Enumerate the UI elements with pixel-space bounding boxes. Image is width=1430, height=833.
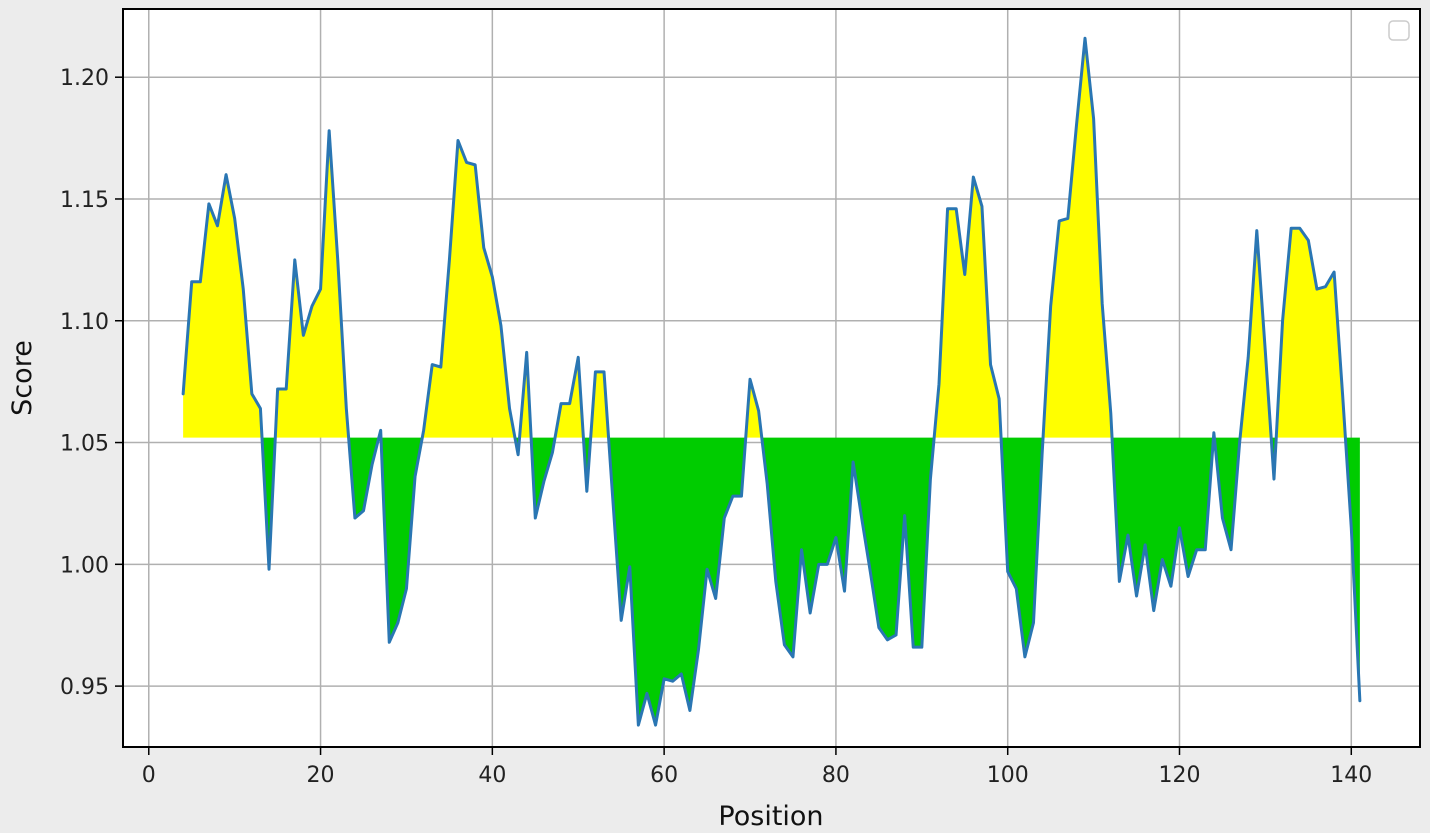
below-baseline-area bbox=[1214, 437, 1241, 550]
x-axis-label: Position bbox=[718, 801, 823, 832]
above-baseline-area bbox=[1043, 38, 1113, 438]
above-baseline-area bbox=[1276, 228, 1346, 438]
y-tick-label: 1.00 bbox=[60, 553, 109, 578]
axis-ticks: 0 20 40 60 80 100 120 140 0.95 1.00 1.05 1.10 1.15 1.… bbox=[60, 66, 1372, 788]
axes-frame bbox=[122, 8, 1421, 748]
below-baseline-area bbox=[1112, 437, 1214, 611]
y-tick-label: 0.95 bbox=[60, 675, 109, 700]
x-tick-label: 20 bbox=[307, 763, 335, 788]
x-tick-label: 100 bbox=[987, 763, 1029, 788]
x-tick-label: 0 bbox=[142, 763, 156, 788]
legend-box bbox=[1388, 20, 1410, 41]
above-baseline-area bbox=[1240, 230, 1272, 438]
below-baseline-area bbox=[1001, 437, 1044, 657]
y-tick-label: 1.10 bbox=[60, 310, 109, 335]
below-baseline-area bbox=[1345, 437, 1360, 701]
filled-areas bbox=[183, 38, 1360, 726]
above-baseline-area bbox=[183, 174, 262, 438]
below-baseline-area bbox=[761, 437, 935, 657]
below-baseline-area bbox=[380, 437, 423, 643]
x-tick-label: 40 bbox=[478, 763, 506, 788]
below-baseline-area bbox=[348, 437, 379, 519]
above-baseline-area bbox=[275, 130, 349, 438]
score-line-layer bbox=[181, 36, 1362, 727]
x-tick-label: 120 bbox=[1158, 763, 1200, 788]
score-line bbox=[181, 36, 1362, 727]
below-baseline-area bbox=[261, 437, 276, 570]
y-tick-label: 1.15 bbox=[60, 188, 109, 213]
above-baseline-area bbox=[422, 140, 515, 438]
y-tick-label: 1.05 bbox=[60, 432, 109, 457]
above-baseline-area bbox=[555, 357, 584, 438]
y-axis-label: Score bbox=[7, 340, 38, 416]
above-baseline-area bbox=[934, 177, 1002, 438]
x-tick-label: 80 bbox=[822, 763, 850, 788]
y-tick-label: 1.20 bbox=[60, 66, 109, 91]
below-baseline-area bbox=[531, 437, 556, 519]
x-tick-label: 140 bbox=[1330, 763, 1372, 788]
x-tick-label: 60 bbox=[650, 763, 678, 788]
below-baseline-area bbox=[608, 437, 746, 726]
